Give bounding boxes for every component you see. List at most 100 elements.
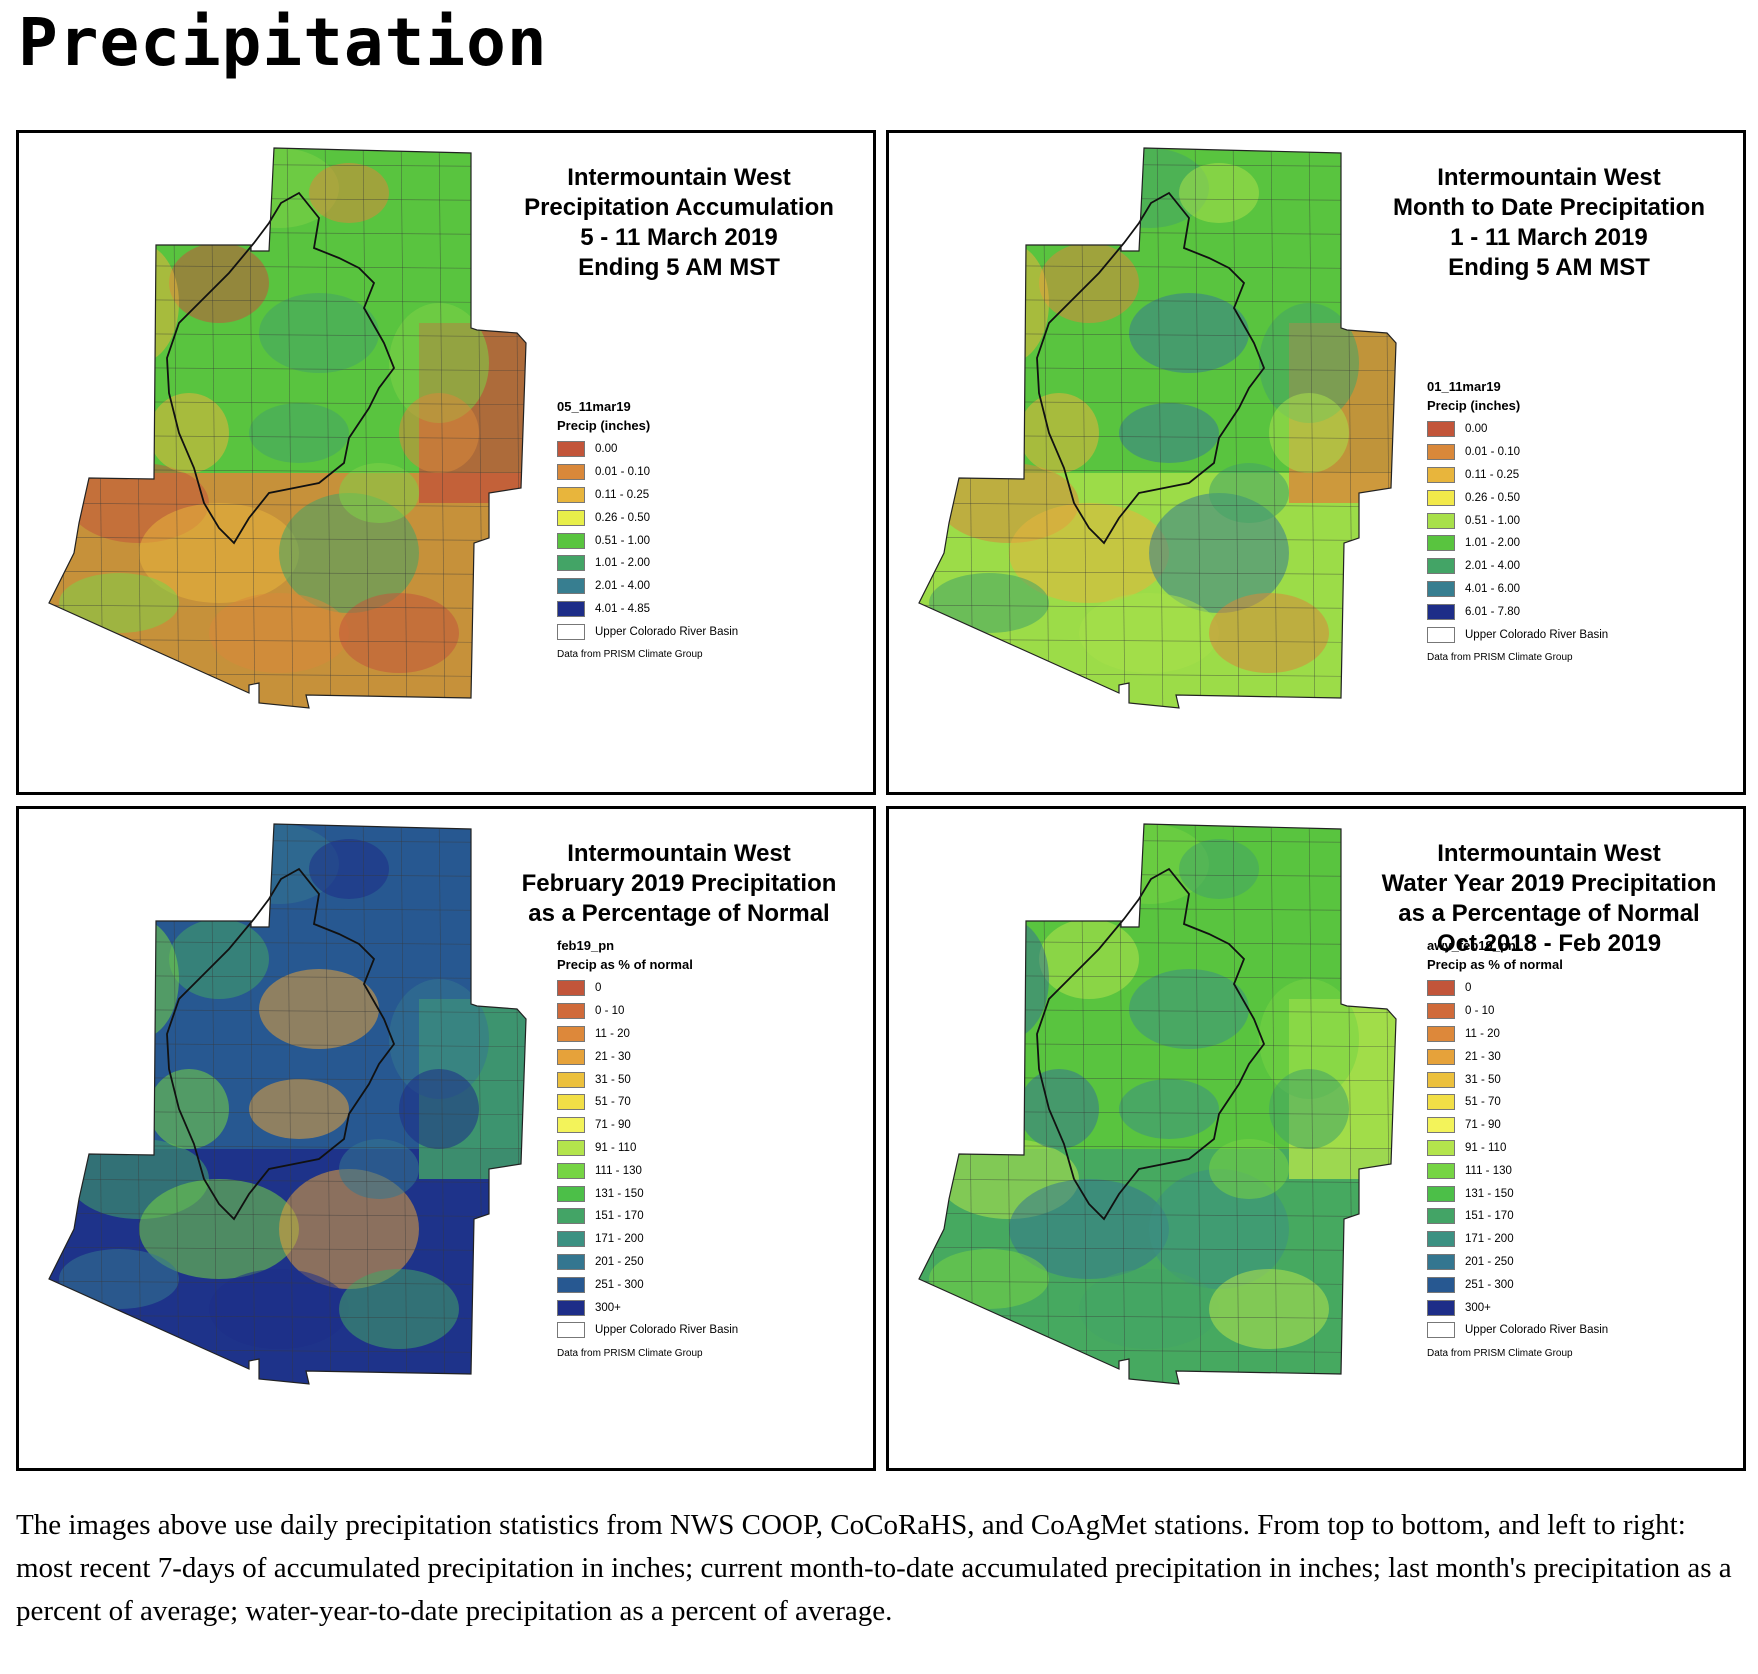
region-outline bbox=[48, 147, 527, 709]
legend-item: 0.26 - 0.50 bbox=[1427, 486, 1608, 509]
region-map bbox=[918, 147, 1397, 709]
legend-label: 0.26 - 0.50 bbox=[595, 511, 650, 524]
legend-item: 0.00 bbox=[557, 438, 738, 461]
legend-item: 0.51 - 1.00 bbox=[557, 529, 738, 552]
precip-area bbox=[279, 1169, 419, 1289]
legend-label: 51 - 70 bbox=[1465, 1096, 1501, 1109]
precip-area bbox=[139, 1179, 299, 1279]
panel-title: Intermountain West February 2019 Precipit… bbox=[489, 839, 869, 929]
panel-title: Intermountain West Water Year 2019 Precip… bbox=[1359, 839, 1739, 959]
county-line bbox=[324, 148, 332, 708]
precip-area bbox=[59, 1249, 179, 1309]
panel-title-line: as a Percentage of Normal bbox=[1398, 900, 1700, 927]
county-line bbox=[919, 1178, 1396, 1184]
precip-area bbox=[1019, 393, 1099, 473]
panel-title-line: Intermountain West bbox=[567, 840, 791, 867]
page-title: Precipitation bbox=[18, 4, 548, 81]
precip-area bbox=[309, 163, 389, 223]
legend-item: 0.51 - 1.00 bbox=[1427, 509, 1608, 532]
legend-swatch bbox=[557, 1025, 585, 1042]
legend-swatch bbox=[557, 1322, 585, 1339]
legend-label: 131 - 150 bbox=[1465, 1187, 1514, 1200]
precip-area bbox=[1009, 503, 1169, 603]
legend-label: Upper Colorado River Basin bbox=[595, 1324, 739, 1337]
legend-label: 300+ bbox=[595, 1301, 621, 1314]
county-line bbox=[58, 148, 66, 708]
legend-label: 91 - 110 bbox=[1465, 1141, 1507, 1154]
county-line bbox=[286, 824, 294, 1384]
legend-swatch bbox=[557, 464, 585, 481]
county-line bbox=[49, 502, 526, 508]
legend-label: 131 - 150 bbox=[595, 1187, 644, 1200]
legend-swatch bbox=[1427, 1071, 1455, 1088]
panel-title-line: Intermountain West bbox=[567, 164, 791, 191]
legend-item: 51 - 70 bbox=[1427, 1091, 1608, 1114]
legend-layer-name: awy_feb19_pn bbox=[1427, 938, 1516, 953]
legend-layer-name: 05_11mar19 bbox=[557, 399, 631, 414]
county-line bbox=[362, 148, 370, 708]
legend-swatch bbox=[557, 1162, 585, 1179]
legend-label: 71 - 90 bbox=[1465, 1119, 1501, 1132]
panel-title-line: 5 - 11 March 2019 bbox=[580, 224, 778, 251]
precip-area bbox=[1209, 1269, 1329, 1349]
legend-item: 251 - 300 bbox=[1427, 1273, 1608, 1296]
precip-area bbox=[209, 1269, 349, 1349]
precip-area bbox=[99, 919, 179, 1039]
precip-area bbox=[149, 1069, 229, 1149]
county-line bbox=[1156, 824, 1164, 1384]
precip-area bbox=[1269, 393, 1349, 473]
county-line bbox=[966, 824, 974, 1384]
caption-text: The images above use daily precipitation… bbox=[16, 1509, 1732, 1627]
precip-area bbox=[1079, 593, 1219, 673]
legend-swatch bbox=[557, 1185, 585, 1202]
legend-item: 111 - 130 bbox=[1427, 1159, 1608, 1182]
county-line bbox=[928, 824, 936, 1384]
precip-area bbox=[339, 1269, 459, 1349]
legend-item: 21 - 30 bbox=[557, 1045, 738, 1068]
legend-swatch bbox=[1427, 1231, 1455, 1248]
legend-swatch bbox=[557, 578, 585, 595]
legend-label: 1.01 - 2.00 bbox=[1465, 537, 1520, 550]
legend-unit: Precip (inches) bbox=[557, 418, 651, 433]
map-legend: awy_feb19_pn Precip as % of normal 0 0 - 10… bbox=[1427, 937, 1608, 1359]
legend-swatch bbox=[557, 1208, 585, 1225]
map-panel-water-year-percent-normal: Intermountain West Water Year 2019 Precip… bbox=[886, 806, 1746, 1471]
legend-item: 91 - 110 bbox=[557, 1137, 738, 1160]
county-line bbox=[1156, 148, 1164, 708]
legend-label: 201 - 250 bbox=[595, 1255, 644, 1268]
legend-item: 31 - 50 bbox=[557, 1068, 738, 1091]
precip-area bbox=[149, 393, 229, 473]
region-map bbox=[918, 823, 1397, 1385]
upper-colorado-basin-outline bbox=[1036, 867, 1266, 1221]
panel-title-line: Precipitation Accumulation bbox=[524, 194, 834, 221]
legend-swatch bbox=[1427, 1208, 1455, 1225]
legend-item: Upper Colorado River Basin bbox=[557, 620, 738, 643]
legend-item: 0.11 - 0.25 bbox=[1427, 464, 1608, 487]
legend-label: 0.01 - 0.10 bbox=[1465, 446, 1520, 459]
legend-item: 151 - 170 bbox=[1427, 1205, 1608, 1228]
panel-title: Intermountain West Precipitation Accumula… bbox=[489, 163, 869, 283]
region-outline bbox=[48, 823, 527, 1385]
legend-item: 201 - 250 bbox=[557, 1251, 738, 1274]
legend-item: 0 - 10 bbox=[557, 1000, 738, 1023]
county-line bbox=[438, 148, 446, 708]
legend-label: 151 - 170 bbox=[595, 1210, 644, 1223]
precip-area bbox=[1129, 969, 1249, 1049]
legend-swatch bbox=[557, 486, 585, 503]
legend-swatch bbox=[557, 1139, 585, 1156]
legend-swatch bbox=[1427, 535, 1455, 552]
precip-area bbox=[59, 573, 179, 633]
legend-item: 0.00 bbox=[1427, 418, 1608, 441]
legend-swatch bbox=[557, 1003, 585, 1020]
legend-item: 171 - 200 bbox=[557, 1228, 738, 1251]
legend-swatch bbox=[1427, 626, 1455, 643]
precip-area bbox=[99, 243, 179, 363]
legend-layer-name: feb19_pn bbox=[557, 938, 615, 953]
precip-area bbox=[1079, 1269, 1219, 1349]
legend-swatch bbox=[557, 1231, 585, 1248]
legend-swatch bbox=[1427, 1322, 1455, 1339]
legend-item: 71 - 90 bbox=[557, 1114, 738, 1137]
region-map bbox=[48, 823, 527, 1385]
legend-label: 0.26 - 0.50 bbox=[1465, 491, 1520, 504]
region-map bbox=[48, 147, 527, 709]
